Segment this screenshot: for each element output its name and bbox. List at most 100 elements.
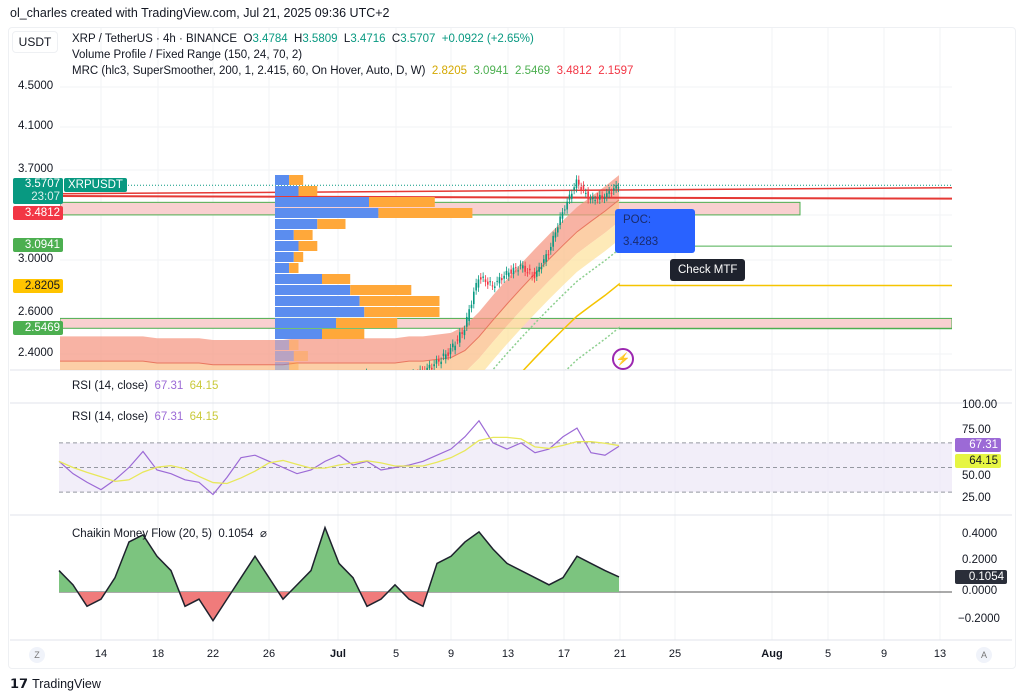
candle — [466, 316, 468, 327]
candle — [415, 378, 417, 379]
cmf-line — [58, 525, 620, 622]
time-label: 5 — [392, 648, 400, 660]
candle — [526, 272, 529, 274]
cmf-area — [479, 531, 493, 592]
candle — [349, 382, 351, 383]
cmf-legend[interactable]: Chaikin Money Flow (20, 5) 0.1054 ⌀ — [72, 528, 267, 540]
tradingview-logo[interactable]: 𝟭𝟳 TradingView — [10, 676, 101, 691]
candle — [359, 379, 361, 382]
mrc-legend[interactable]: MRC (hlc3, SuperSmoother, 200, 1, 2.415,… — [72, 65, 634, 77]
candle — [249, 389, 251, 391]
candle — [321, 384, 323, 388]
vp-bar-down — [317, 219, 346, 229]
candle — [328, 384, 330, 389]
candle — [335, 379, 337, 380]
candle — [279, 392, 281, 400]
candle — [522, 265, 524, 269]
mrc-upper-band — [60, 175, 619, 365]
price-tick: 4.5000 — [18, 80, 54, 92]
vp-bar-down — [364, 307, 440, 317]
vp-bar-up — [275, 340, 290, 350]
candle — [561, 212, 564, 219]
lightning-icon[interactable]: ⚡ — [612, 348, 634, 370]
credit-text: ol_charles created with TradingView.com,… — [10, 6, 390, 20]
candle — [447, 352, 449, 356]
vp-bar-up — [275, 296, 360, 306]
change-value: +0.0922 (+2.65%) — [441, 33, 534, 45]
time-label: 13 — [501, 648, 515, 660]
vp-bar-down — [293, 230, 313, 240]
candle — [524, 265, 526, 272]
zoom-reset-button[interactable]: Z — [29, 647, 45, 663]
time-label: 5 — [824, 648, 832, 660]
currency-button[interactable]: USDT — [12, 31, 58, 53]
symbol-name: XRP / TetherUS · 4h · BINANCE — [72, 33, 238, 45]
cmf-area — [591, 563, 605, 592]
candle — [93, 395, 95, 396]
candle — [610, 192, 613, 194]
vp-bar-up — [275, 329, 322, 339]
candle — [340, 379, 342, 383]
candle — [284, 396, 286, 398]
candle — [86, 399, 88, 401]
rsi-legend[interactable]: RSI (14, close) 67.31 64.15 — [72, 411, 219, 423]
month-label: Aug — [761, 648, 782, 660]
candle — [163, 392, 165, 398]
candle — [254, 393, 256, 394]
candle — [228, 400, 230, 401]
candle — [578, 179, 580, 185]
candle — [540, 267, 543, 270]
candle — [251, 392, 253, 395]
cmf-area — [297, 570, 311, 592]
cmf-area — [59, 570, 73, 592]
candle — [275, 399, 277, 401]
close-value: 3.5707 — [400, 33, 436, 45]
mrc-upper-badge: 3.0941 — [13, 238, 63, 252]
cmf-area — [521, 570, 535, 592]
vp-bar-up — [275, 351, 294, 361]
cmf-area — [115, 541, 129, 592]
candle — [519, 264, 522, 266]
candle — [559, 216, 561, 225]
candle — [496, 280, 498, 282]
auto-scale-button[interactable]: A — [976, 647, 992, 663]
mrc-r1-line — [60, 195, 952, 200]
rsi-value-badge: 67.31 — [955, 438, 1001, 452]
candle — [531, 276, 533, 278]
candle — [536, 270, 538, 277]
candle — [517, 270, 519, 272]
candle — [428, 364, 431, 369]
candle — [354, 387, 356, 389]
poc-label[interactable]: POC: 3.4283 — [615, 209, 695, 253]
candle — [596, 197, 599, 200]
candle — [398, 383, 400, 384]
vp-bar-down — [336, 318, 398, 328]
candle — [589, 198, 592, 200]
candle — [69, 383, 71, 385]
candle — [426, 367, 428, 370]
candle — [370, 375, 372, 381]
candle — [603, 197, 606, 199]
hidden-eye-icon[interactable]: ⌀ — [259, 528, 267, 540]
candle — [247, 391, 249, 393]
cmf-area — [157, 556, 171, 592]
vp-bar-up — [275, 208, 379, 218]
candle — [114, 392, 116, 396]
main-pane — [60, 175, 952, 401]
candle — [543, 259, 545, 263]
rsi-legend-collapsed[interactable]: RSI (14, close) 67.31 64.15 — [72, 380, 219, 392]
symbol-legend[interactable]: XRP / TetherUS · 4h · BINANCE O3.4784 H3… — [72, 33, 534, 45]
candle — [111, 391, 113, 397]
vp-legend[interactable]: Volume Profile / Fixed Range (150, 24, 7… — [72, 49, 303, 61]
candle — [442, 353, 445, 356]
price-tick: 3.7000 — [18, 163, 54, 175]
candle — [153, 391, 155, 396]
high-value: 3.5809 — [302, 33, 338, 45]
check-mtf-callout[interactable]: Check MTF — [670, 259, 746, 281]
candle — [438, 359, 440, 362]
candle — [617, 187, 620, 189]
candle — [170, 393, 172, 394]
time-label: Aug — [761, 648, 783, 660]
cmf-tick: −0.2000 — [958, 613, 1000, 625]
